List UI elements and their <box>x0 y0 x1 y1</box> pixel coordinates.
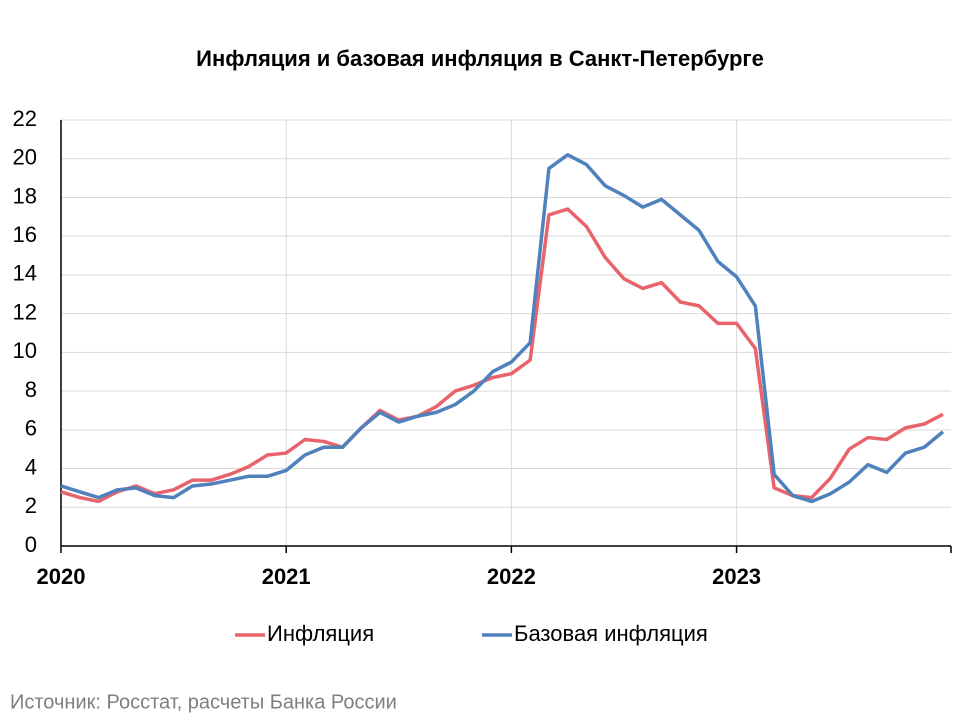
y-tick-label: 14 <box>13 261 37 286</box>
x-tick-label: 2020 <box>37 564 86 589</box>
y-tick-label: 12 <box>13 299 37 324</box>
legend-label: Инфляция <box>267 621 374 646</box>
y-tick-label: 16 <box>13 222 37 247</box>
y-tick-label: 8 <box>25 377 37 402</box>
series-line <box>60 207 944 504</box>
y-tick-label: 6 <box>25 416 37 441</box>
y-tick-label: 4 <box>25 454 37 479</box>
y-tick-label: 2 <box>25 493 37 518</box>
x-tick-label: 2023 <box>712 564 761 589</box>
chart-title: Инфляция и базовая инфляция в Санкт-Пете… <box>196 46 764 71</box>
y-tick-label: 20 <box>13 145 37 170</box>
x-tick-label: 2022 <box>487 564 536 589</box>
y-tick-label: 0 <box>25 532 37 557</box>
legend-label: Базовая инфляция <box>514 621 708 646</box>
source-note: Источник: Росстат, расчеты Банка России <box>10 691 397 713</box>
y-tick-label: 22 <box>13 106 37 131</box>
x-tick-label: 2021 <box>262 564 311 589</box>
y-tick-label: 18 <box>13 183 37 208</box>
y-tick-label: 10 <box>13 338 37 363</box>
series-line <box>60 153 945 504</box>
